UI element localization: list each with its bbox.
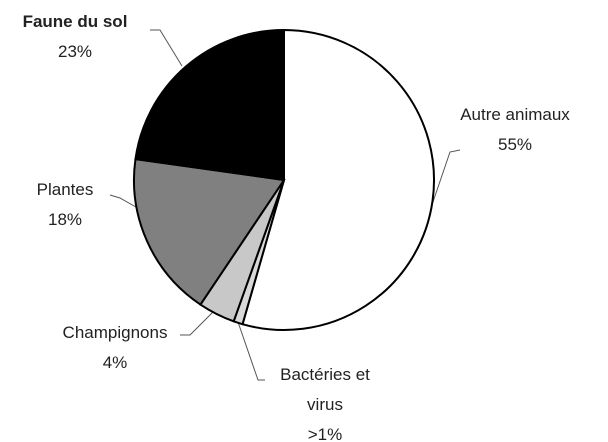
value-label: 18%	[47, 210, 83, 229]
pie-slice	[134, 28, 285, 182]
slice-label: Bactéries et virus >1%	[250, 360, 400, 442]
category-label: Plantes	[36, 180, 94, 199]
value-label: 23%	[57, 42, 93, 61]
category-label: Bactéries et virus	[280, 365, 370, 414]
leader-line	[180, 309, 216, 336]
leader-line	[237, 321, 265, 381]
pie-slice	[133, 157, 286, 306]
category-label: Faune du sol	[22, 12, 128, 31]
category-label: Autre animaux	[460, 105, 570, 124]
slice-label: Champignons 4%	[30, 318, 200, 378]
value-label: 55%	[497, 135, 533, 154]
category-label: Champignons	[62, 323, 168, 342]
slice-label: Faune du sol 23%	[0, 7, 150, 67]
value-label: 4%	[102, 353, 128, 372]
leader-line	[150, 29, 183, 67]
pie-slice	[241, 28, 435, 331]
slice-label: Autre animaux 55%	[440, 100, 590, 160]
slice-label: Plantes 18%	[0, 175, 130, 235]
value-label: >1%	[307, 425, 343, 442]
